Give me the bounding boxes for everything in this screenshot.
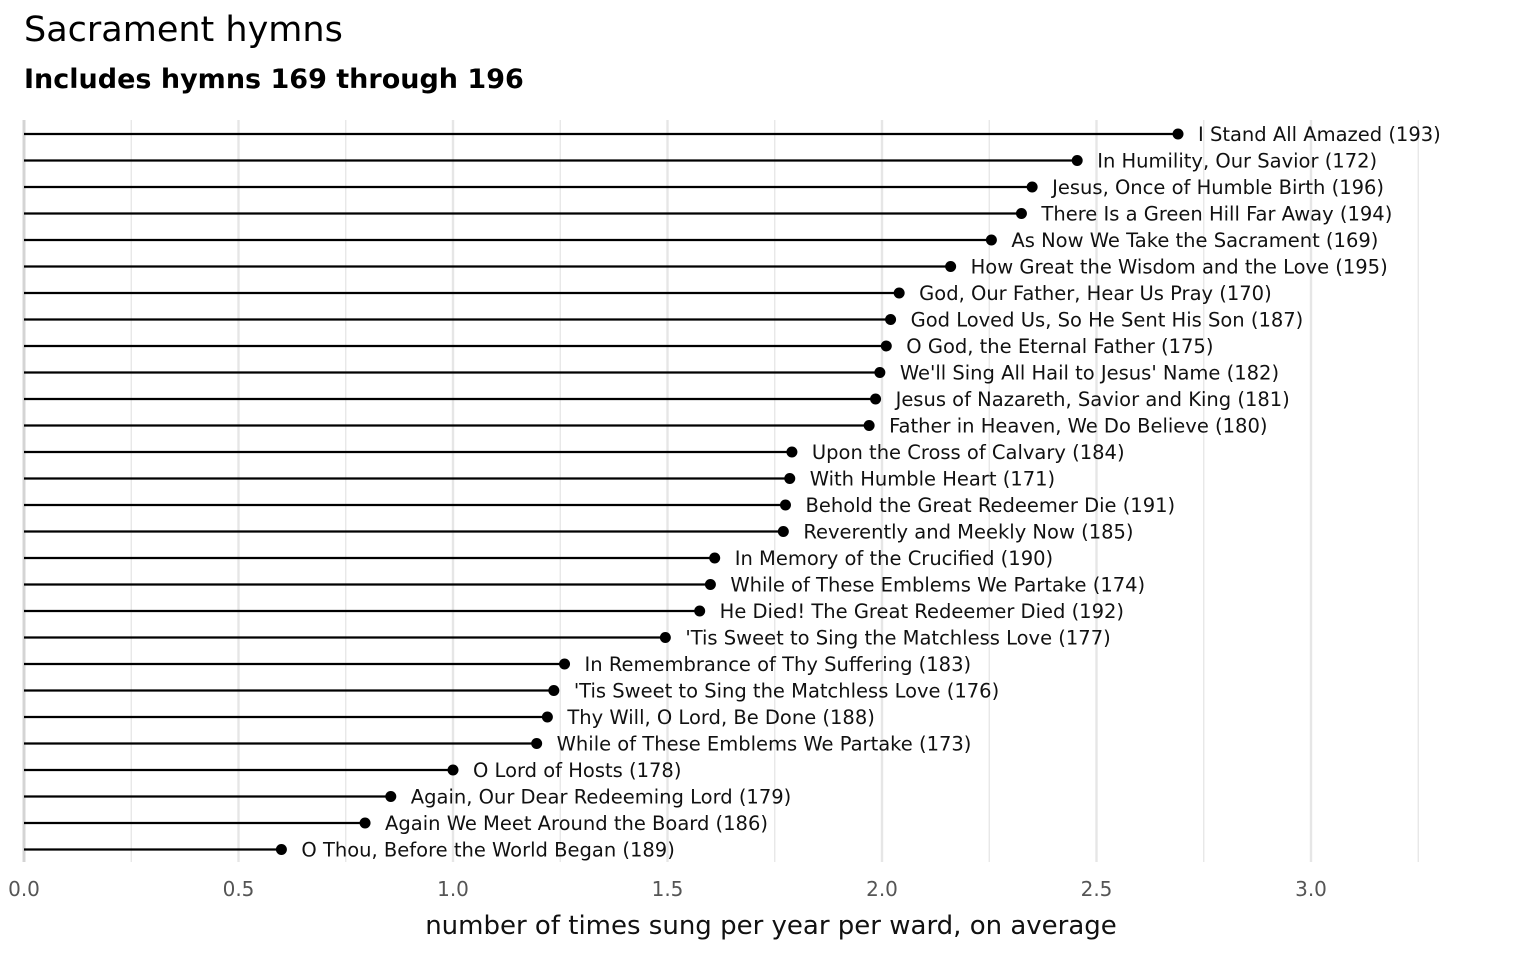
x-tick-label: 2.0	[866, 877, 898, 901]
bar-label: I Stand All Amazed (193)	[1198, 123, 1441, 146]
labels-layer: I Stand All Amazed (193) In Humility, Our…	[301, 123, 1440, 862]
bar-label: As Now We Take the Sacrament (169)	[1011, 229, 1378, 252]
lollipop-point	[863, 420, 875, 431]
lollipop-point	[1071, 155, 1083, 166]
lollipop-point	[1172, 128, 1184, 140]
bar-label: O Lord of Hosts (178)	[473, 759, 681, 782]
bar-label: He Died! The Great Redeemer Died (192)	[720, 600, 1124, 623]
bar-label: In Humility, Our Savior (172)	[1097, 150, 1377, 173]
lollipop-point	[784, 473, 796, 484]
bar-label: In Memory of the Crucified (190)	[735, 547, 1053, 570]
bar-label: Again, Our Dear Redeeming Lord (179)	[411, 786, 791, 809]
lollipop-point	[885, 314, 897, 325]
bar-label: Thy Will, O Lord, Be Done (188)	[566, 706, 874, 729]
x-tick-label: 0.5	[223, 877, 255, 901]
bar-label: In Remembrance of Thy Suffering (183)	[585, 653, 972, 676]
bar-label: O Thou, Before the World Began (189)	[301, 839, 674, 862]
x-tick-label: 1.5	[652, 877, 684, 901]
lollipop-point	[447, 764, 459, 776]
lollipop-point	[709, 552, 721, 564]
bar-label: With Humble Heart (171)	[810, 468, 1055, 491]
lollipop-point	[694, 605, 706, 617]
bar-label: God Loved Us, So He Sent His Son (187)	[911, 309, 1304, 332]
bar-label: Jesus of Nazareth, Savior and King (181)	[894, 388, 1290, 411]
chart-title: Sacrament hymns	[24, 10, 343, 50]
x-axis-label: number of times sung per year per ward, …	[425, 911, 1117, 941]
lollipop-point	[893, 287, 905, 299]
bar-label: Behold the Great Redeemer Die (191)	[805, 494, 1175, 517]
x-tick-label: 2.5	[1081, 877, 1113, 901]
lollipop-point	[704, 579, 716, 590]
x-tick-label: 1.0	[437, 877, 469, 901]
bar-label: Reverently and Meekly Now (185)	[803, 521, 1133, 544]
bar-label: Jesus, Once of Humble Birth (196)	[1050, 176, 1384, 199]
lollipop-point	[985, 234, 997, 246]
lollipop-point	[870, 393, 882, 405]
bar-label: While of These Emblems We Partake (174)	[730, 574, 1145, 597]
lollipop-point	[786, 446, 798, 458]
bar-label: How Great the Wisdom and the Love (195)	[971, 256, 1388, 279]
lollipop-point	[880, 340, 892, 352]
lollipop-point	[541, 711, 553, 723]
bars-layer	[24, 128, 1184, 855]
bar-label: Father in Heaven, We Do Believe (180)	[889, 415, 1267, 438]
lollipop-point	[1026, 181, 1038, 193]
lollipop-point	[531, 738, 543, 749]
grid-layer	[22, 120, 1419, 862]
lollipop-point	[385, 791, 397, 802]
lollipop-point	[874, 367, 886, 378]
lollipop-point	[359, 817, 371, 829]
bar-label: Again We Meet Around the Board (186)	[385, 812, 768, 835]
lollipop-point	[945, 261, 957, 272]
bar-label: Upon the Cross of Calvary (184)	[812, 441, 1125, 464]
x-tick-label: 0.0	[8, 877, 40, 901]
lollipop-point	[777, 526, 789, 537]
x-tick-label: 3.0	[1295, 877, 1327, 901]
bar-label: There Is a Green Hill Far Away (194)	[1040, 203, 1392, 226]
chart-subtitle: Includes hymns 169 through 196	[24, 64, 524, 95]
lollipop-point	[1015, 208, 1027, 219]
lollipop-point	[559, 658, 571, 670]
x-axis-ticks: 0.0 0.5 1.0 1.5 2.0 2.5 3.0	[8, 877, 1327, 901]
lollipop-point	[548, 685, 560, 696]
lollipop-point	[659, 632, 671, 643]
bar-label: O God, the Eternal Father (175)	[906, 335, 1213, 358]
lollipop-point	[779, 499, 791, 511]
lollipop-point	[275, 844, 287, 855]
bar-label: 'Tis Sweet to Sing the Matchless Love (1…	[574, 680, 999, 703]
bar-label: We'll Sing All Hail to Jesus' Name (182)	[900, 362, 1279, 385]
bar-label: 'Tis Sweet to Sing the Matchless Love (1…	[685, 627, 1110, 650]
bar-label: God, Our Father, Hear Us Pray (170)	[919, 282, 1272, 305]
bar-label: While of These Emblems We Partake (173)	[557, 733, 972, 756]
